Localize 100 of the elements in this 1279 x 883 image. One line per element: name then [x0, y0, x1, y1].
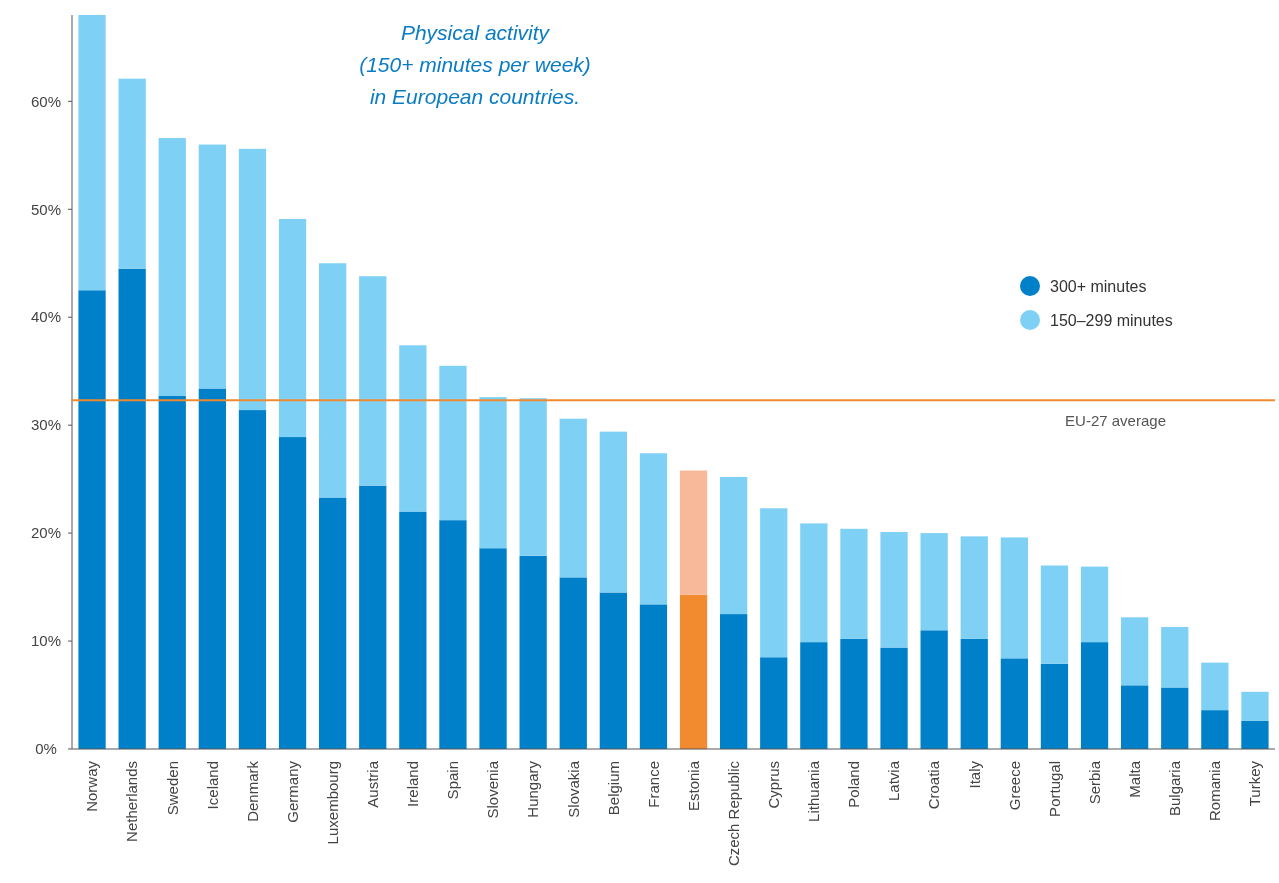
x-tick-label: Latvia: [885, 760, 903, 802]
x-tick-label: Bulgaria: [1166, 760, 1183, 817]
bar: [238, 410, 267, 749]
bar: [960, 638, 988, 749]
bar: [479, 548, 507, 749]
bar: [359, 276, 387, 486]
ref-line-label: EU-27 average: [1065, 412, 1166, 430]
x-tick-label: Sweden: [163, 761, 181, 816]
bar: [1000, 658, 1028, 749]
bar: [359, 485, 387, 749]
bar: [78, 290, 106, 749]
bar: [118, 78, 146, 269]
bar: [1161, 627, 1189, 688]
bar: [880, 532, 908, 648]
bar: [158, 396, 186, 749]
bar: [800, 642, 828, 749]
x-tick-label: Czech Republic: [724, 760, 742, 867]
bar: [760, 508, 788, 658]
bar: [399, 511, 427, 749]
bar: [1241, 691, 1269, 721]
x-tick-label: France: [644, 761, 662, 808]
bar: [920, 630, 948, 749]
bar: [158, 138, 186, 397]
bar: [1121, 617, 1149, 686]
bar: [639, 453, 668, 605]
y-tick-label: 20%: [30, 524, 62, 542]
x-tick-label: Iceland: [203, 761, 221, 810]
x-tick-label: Germany: [283, 760, 301, 823]
bar: [1000, 537, 1028, 659]
x-tick-label: Slovenia: [484, 760, 502, 819]
y-tick-label: 60%: [30, 92, 62, 110]
x-tick-label: Belgium: [604, 761, 622, 816]
bar: [1201, 662, 1229, 711]
bar: [840, 528, 868, 639]
x-tick-label: Austria: [364, 760, 381, 808]
x-tick-label: Malta: [1125, 760, 1143, 798]
x-tick-label: Ireland: [404, 761, 422, 807]
bar: [840, 638, 868, 749]
bar: [238, 148, 267, 411]
x-tick-label: Turkey: [1246, 760, 1264, 807]
y-tick-label: 40%: [30, 308, 62, 326]
bar: [439, 520, 467, 749]
bar: [319, 497, 347, 749]
bar: [1040, 663, 1069, 749]
bar: [720, 476, 748, 615]
bar: [1080, 642, 1109, 749]
x-tick-label: Slovakia: [564, 760, 582, 818]
x-tick-label: Luxembourg: [323, 761, 341, 845]
x-tick-label: Hungary: [524, 760, 542, 818]
bar: [639, 604, 668, 749]
bar: [1201, 710, 1229, 749]
bar: [118, 268, 146, 749]
y-tick-label: 10%: [30, 632, 62, 650]
bar: [319, 263, 347, 498]
y-tick-label: 30%: [30, 416, 62, 434]
bar: [760, 657, 788, 749]
bar: [519, 398, 547, 556]
bar: [479, 397, 507, 549]
bar: [599, 431, 627, 593]
bar: [679, 594, 708, 749]
bar: [78, 15, 106, 291]
bar: [800, 523, 828, 643]
x-tick-label: Spain: [444, 761, 462, 800]
bar: [559, 418, 587, 578]
bar: [1241, 720, 1269, 749]
x-tick-label: Italy: [965, 760, 983, 789]
bar: [720, 614, 748, 749]
x-tick-label: Poland: [845, 761, 863, 808]
bar: [198, 144, 226, 389]
x-tick-label: Portugal: [1045, 761, 1063, 817]
x-tick-label: Romania: [1206, 760, 1224, 822]
bar: [519, 555, 547, 749]
x-tick-label: Lithuania: [805, 760, 823, 822]
y-tick-label: 0%: [35, 740, 57, 758]
bar: [399, 345, 427, 512]
text: Physical activity (150+ minutes per week) in European countries.: [359, 21, 591, 108]
bar: [599, 592, 627, 749]
bar: [679, 470, 708, 595]
bar: [1161, 687, 1189, 749]
bar: [559, 577, 587, 749]
bar: [880, 647, 908, 749]
legend-label: 300+ minutes: [1050, 277, 1147, 295]
x-tick-label: Norway: [83, 760, 101, 812]
x-tick-label: Netherlands: [123, 761, 141, 842]
bar: [439, 365, 467, 521]
bar: [278, 437, 307, 749]
bar: [1080, 566, 1109, 643]
bar: [960, 536, 988, 639]
x-tick-label: Serbia: [1085, 760, 1103, 805]
x-tick-label: Denmark: [243, 760, 261, 822]
bar: [1040, 565, 1069, 664]
x-tick-label: Croatia: [925, 760, 943, 810]
x-tick-label: Cyprus: [765, 761, 782, 809]
bar: [1121, 685, 1149, 749]
bar: [198, 388, 226, 749]
bar: [278, 219, 307, 438]
legend-label: 150–299 minutes: [1050, 311, 1173, 329]
bar: [920, 533, 948, 631]
y-tick-label: 50%: [30, 200, 62, 218]
x-tick-label: Greece: [1005, 761, 1023, 811]
